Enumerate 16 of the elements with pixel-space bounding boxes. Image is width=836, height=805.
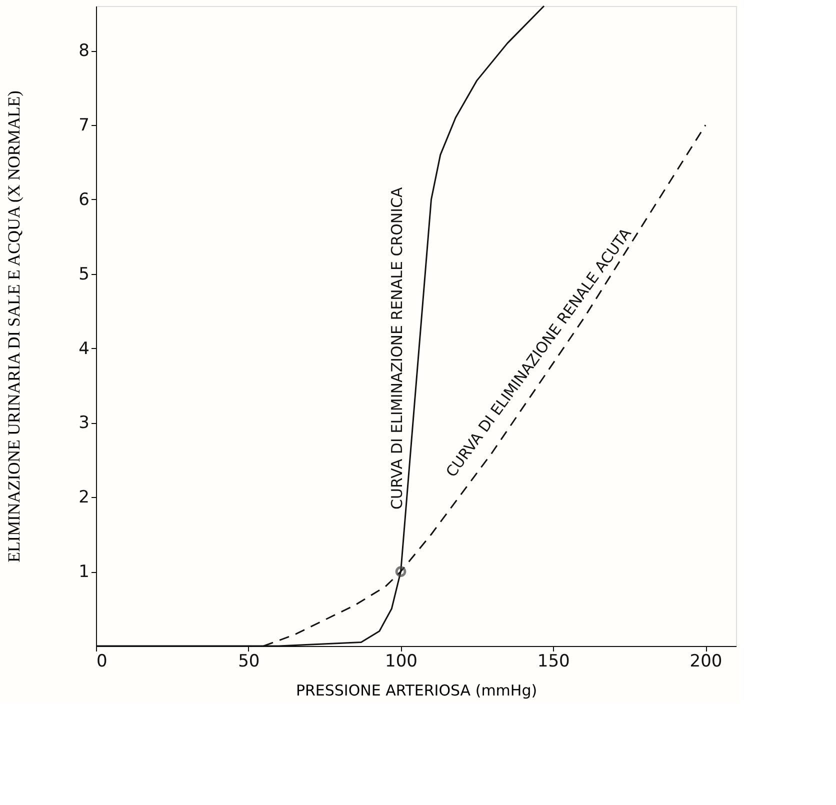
- y-tick-label: 7: [78, 116, 90, 136]
- y-tick-label: 8: [78, 41, 90, 62]
- x-tick-label: 0: [96, 652, 108, 672]
- x-tick-label: 100: [385, 652, 418, 672]
- x-axis-title: PRESSIONE ARTERIOSA (mmHg): [296, 682, 538, 700]
- x-tick-label: 150: [537, 652, 570, 672]
- x-tick-label: 50: [238, 652, 260, 672]
- x-tick-label: 200: [690, 652, 722, 672]
- y-tick-label: 4: [78, 338, 90, 359]
- y-tick-label: 2: [78, 488, 90, 508]
- y-tick-label: 3: [78, 413, 90, 434]
- y-tick-label: 1: [78, 562, 90, 582]
- y-tick-label: 6: [78, 190, 90, 210]
- y-axis-title: ELIMINAZIONE URINARIA DI SALE E ACQUA (X NORMALE): [4, 90, 24, 562]
- y-tick-label: 5: [78, 264, 90, 284]
- text: CURVA DI ELIMINAZIONE RENALE CRONICA: [388, 186, 406, 510]
